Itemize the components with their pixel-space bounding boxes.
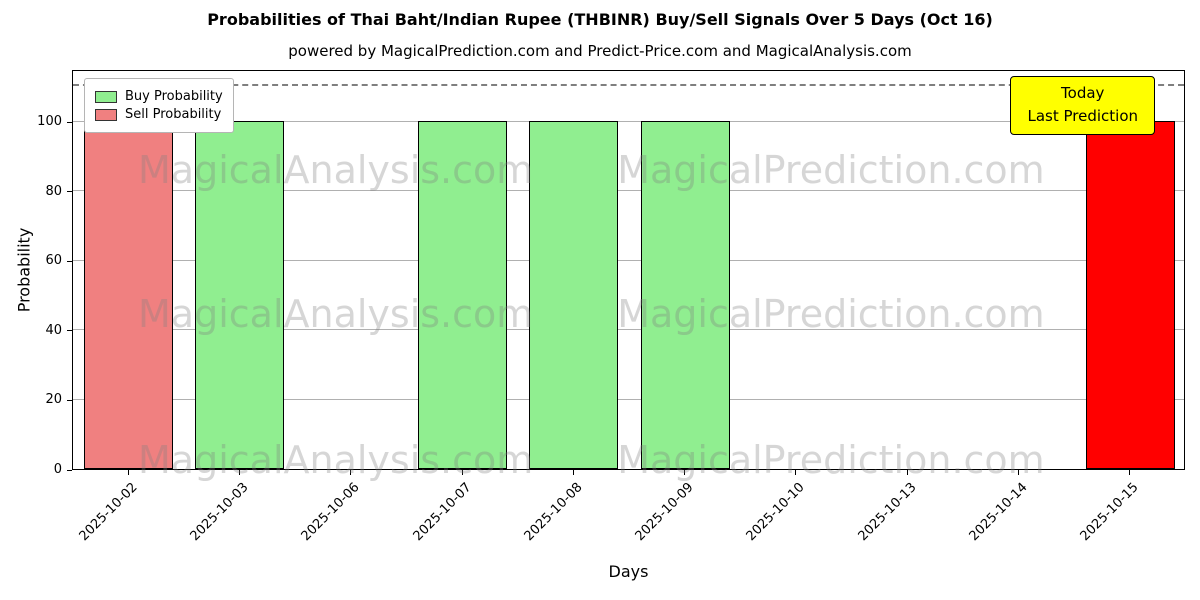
x-tick-mark [1018, 470, 1020, 475]
gridline [73, 190, 1184, 192]
x-tick-mark [795, 470, 797, 475]
chart-title: Probabilities of Thai Baht/Indian Rupee … [207, 10, 993, 29]
x-tick-mark [684, 470, 686, 475]
x-tick-mark [127, 470, 129, 475]
watermark-text: MagicalAnalysis.com [138, 438, 534, 482]
watermark-text: MagicalPrediction.com [617, 292, 1045, 336]
bar-2025-10-02 [84, 121, 174, 469]
legend-label: Buy Probability [125, 89, 223, 104]
y-tick-mark [67, 260, 72, 262]
annotation-box: Today Last Prediction [1010, 76, 1155, 135]
threshold-dashed-line [73, 84, 1184, 87]
y-tick-mark [67, 399, 72, 401]
legend-item: Sell Probability [95, 107, 223, 122]
bar-2025-10-03 [195, 121, 285, 469]
x-tick-mark [1129, 470, 1131, 475]
y-axis-label: Probability [14, 227, 34, 313]
gridline [73, 259, 1184, 261]
y-tick-mark [67, 469, 72, 471]
x-tick-mark [238, 470, 240, 475]
y-tick-label: 80 [45, 183, 62, 199]
chart-subtitle: powered by MagicalPrediction.com and Pre… [288, 42, 912, 60]
watermark-text: MagicalAnalysis.com [138, 148, 534, 192]
bar-2025-10-07 [418, 121, 508, 469]
bar-2025-10-15 [1085, 121, 1175, 469]
x-tick-mark [350, 470, 352, 475]
y-tick-label: 40 [45, 322, 62, 338]
plot-area: MagicalAnalysis.com MagicalPrediction.com… [72, 70, 1185, 482]
gridline [73, 329, 1184, 331]
y-tick-mark [67, 121, 72, 123]
annotation-line-today: Today [1061, 84, 1105, 102]
gridline [73, 398, 1184, 400]
x-tick-mark [461, 470, 463, 475]
bar-2025-10-08 [529, 121, 619, 469]
legend: Buy Probability Sell Probability [84, 78, 234, 133]
legend-label: Sell Probability [125, 107, 222, 122]
bar-2025-10-09 [640, 121, 730, 469]
x-tick-mark [906, 470, 908, 475]
watermark-text: MagicalAnalysis.com [138, 292, 534, 336]
gridline [73, 120, 1184, 122]
y-tick-label: 100 [37, 114, 62, 130]
legend-swatch [95, 90, 117, 103]
watermark-text: MagicalPrediction.com [617, 438, 1045, 482]
legend-item: Buy Probability [95, 89, 223, 104]
legend-swatch [95, 108, 117, 121]
y-tick-label: 60 [45, 253, 62, 269]
watermark-text: MagicalPrediction.com [617, 148, 1045, 192]
y-tick-mark [67, 330, 72, 332]
x-tick-mark [572, 470, 574, 475]
annotation-line-last-prediction: Last Prediction [1027, 107, 1138, 126]
y-tick-mark [67, 191, 72, 193]
x-axis-label: Days [608, 562, 649, 581]
y-tick-label: 0 [53, 462, 62, 477]
y-tick-label: 20 [45, 392, 62, 408]
